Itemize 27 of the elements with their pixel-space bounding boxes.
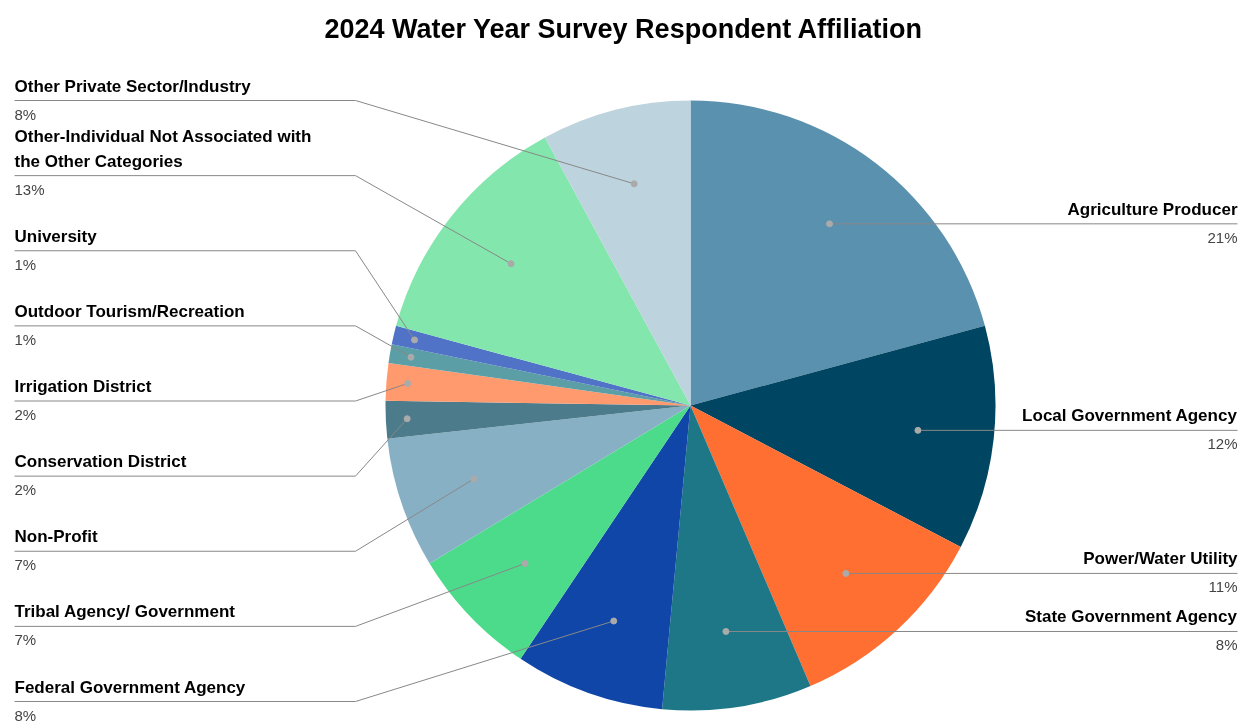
data-label: 13% bbox=[14, 180, 45, 198]
slice-label: Tribal Agency/ Government bbox=[14, 602, 236, 622]
data-label: 8% bbox=[1215, 636, 1238, 654]
slice-label: Irrigation District bbox=[14, 377, 152, 396]
slice-label: Local Government Agency bbox=[1022, 406, 1238, 426]
slice-label: Other Private Sector/Industry bbox=[14, 76, 252, 96]
slice-label: Power/Water Utility bbox=[1083, 549, 1239, 569]
slice-label: State Government Agency bbox=[1024, 607, 1238, 627]
data-label: 21% bbox=[1207, 228, 1238, 246]
slice-label: Conservation District bbox=[14, 452, 187, 472]
data-label: 2% bbox=[14, 481, 37, 499]
chart-title: 2024 Water Year Survey Respondent Affiliation bbox=[324, 13, 923, 44]
data-label: 7% bbox=[14, 556, 37, 574]
slice-label: Non-Profit bbox=[14, 527, 98, 547]
data-label: 8% bbox=[14, 105, 37, 123]
slice-label: Outdoor Tourism/Recreation bbox=[14, 301, 245, 321]
slice-label: Other-Individual Not Associated with the Other Categories bbox=[14, 126, 312, 171]
data-label: 11% bbox=[1208, 578, 1238, 596]
data-label: 1% bbox=[14, 255, 37, 273]
slice-label: Agriculture Producer bbox=[1067, 199, 1238, 219]
data-label: 7% bbox=[14, 631, 37, 649]
data-label: 8% bbox=[14, 706, 37, 721]
slice-label: Federal Government Agency bbox=[14, 677, 246, 697]
data-label: 1% bbox=[14, 330, 37, 348]
slice-label: University bbox=[14, 226, 98, 246]
data-label: 2% bbox=[14, 406, 37, 423]
data-label: 12% bbox=[1207, 435, 1238, 453]
